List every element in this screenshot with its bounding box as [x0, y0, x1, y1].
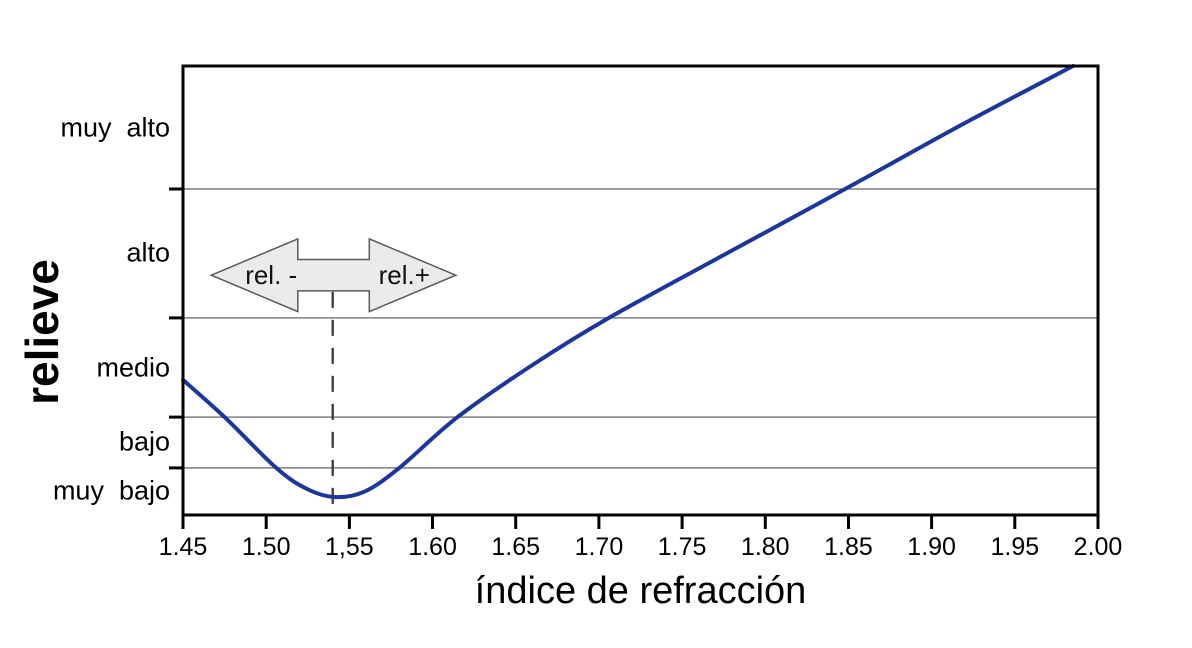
x-tick-label: 2.00: [1073, 533, 1123, 561]
y-band-label: medio: [96, 352, 170, 382]
y-band-label: bajo: [118, 426, 170, 457]
relief-curve: [181, 64, 1075, 500]
x-tick-label: 1.85: [824, 533, 873, 561]
plot-frame: [181, 64, 1100, 517]
x-tick-label: 1.50: [241, 533, 291, 561]
x-tick-label: 1.80: [740, 533, 790, 561]
x-tick-label: 1.90: [907, 533, 956, 561]
x-tick-label: 1.60: [408, 533, 457, 561]
plot-area: rel. - rel.+: [169, 64, 1100, 529]
x-tick-label: 1.70: [574, 533, 624, 561]
x-tick-label: 1.75: [657, 533, 707, 561]
y-axis-band-labels: muy bajo bajo medio alto muy alto: [0, 0, 170, 648]
x-tick-label: 1.65: [491, 533, 541, 561]
x-axis-title: índice de refracción: [474, 570, 807, 612]
y-band-label: muy bajo: [52, 475, 170, 506]
y-band-label: muy alto: [60, 112, 170, 142]
x-tick-label: 1,55: [325, 533, 374, 561]
y-band-label: alto: [126, 237, 170, 268]
arrow-label-right: rel.+: [379, 260, 430, 290]
x-tick-label: 1.95: [990, 533, 1040, 561]
arrow-label-left: rel. -: [245, 260, 297, 290]
relative-relief-arrow: [209, 237, 458, 313]
